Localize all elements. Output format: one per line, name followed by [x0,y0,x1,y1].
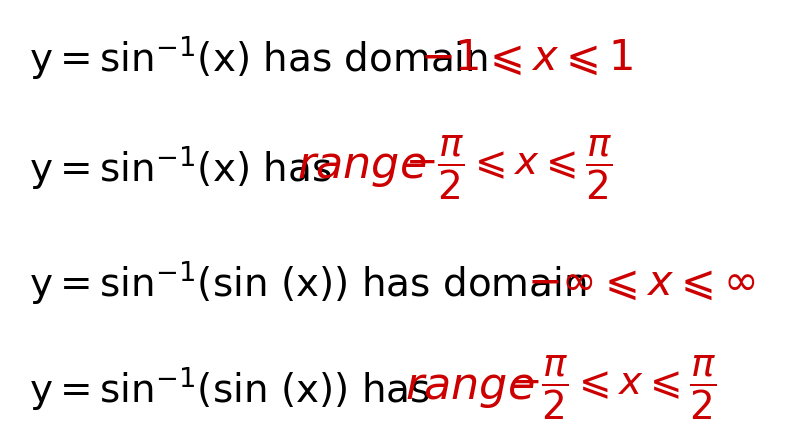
Text: $-\dfrac{\pi}{2}\leqslant x\leqslant\dfrac{\pi}{2}$: $-\dfrac{\pi}{2}\leqslant x\leqslant\dfr… [405,134,612,202]
Text: $\mathsf{y{=}sin^{-1}(x)}$ has: $\mathsf{y{=}sin^{-1}(x)}$ has [30,145,334,191]
Text: $\it{range}$: $\it{range}$ [297,146,426,190]
Text: $\it{range}$: $\it{range}$ [405,367,534,410]
Text: $\mathsf{y{=}sin^{-1}(x)}$ has domain: $\mathsf{y{=}sin^{-1}(x)}$ has domain [30,34,491,81]
Text: $-\infty\leqslant x\leqslant\infty$: $-\infty\leqslant x\leqslant\infty$ [527,261,756,304]
Text: $\mathsf{y{=}sin^{-1}(sin\ (x))}$ has domain: $\mathsf{y{=}sin^{-1}(sin\ (x))}$ has do… [30,259,590,306]
Text: $\mathsf{y{=}sin^{-1}(sin\ (x))}$ has: $\mathsf{y{=}sin^{-1}(sin\ (x))}$ has [30,365,432,412]
Text: $-\dfrac{\pi}{2}\leqslant x\leqslant\dfrac{\pi}{2}$: $-\dfrac{\pi}{2}\leqslant x\leqslant\dfr… [509,354,716,422]
Text: $-1\leqslant x\leqslant 1$: $-1\leqslant x\leqslant 1$ [420,37,633,79]
